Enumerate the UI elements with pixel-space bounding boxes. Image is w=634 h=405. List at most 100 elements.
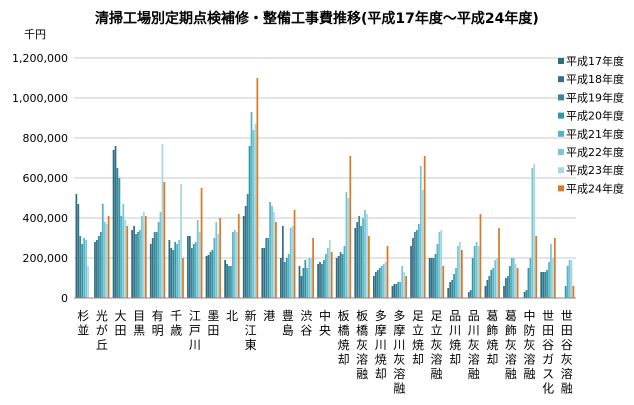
bar — [280, 258, 282, 298]
x-tick-label-char: 溶 — [356, 352, 368, 367]
bar — [267, 238, 270, 298]
bar — [516, 268, 519, 298]
bar — [300, 276, 303, 298]
x-tick-label-char: が — [96, 323, 108, 338]
x-tick-label-char: 融 — [561, 382, 573, 396]
bar — [503, 286, 505, 298]
bar — [126, 226, 129, 298]
bar — [81, 244, 84, 298]
bar — [244, 206, 247, 298]
bars — [75, 78, 575, 298]
x-tick-label-char: 並 — [77, 324, 89, 338]
bar — [376, 270, 379, 298]
bar — [101, 204, 104, 298]
bar — [378, 268, 381, 298]
bar — [133, 226, 135, 298]
bar — [192, 244, 195, 298]
bar — [510, 258, 513, 298]
x-tick-label-char: 融 — [393, 382, 405, 396]
x-tick-label-char: 中 — [524, 308, 536, 323]
x-tick-label-char: 融 — [356, 367, 368, 381]
bar — [120, 216, 123, 298]
x-tick-label-char: 戸 — [189, 324, 201, 338]
legend-label: 平成17年度 — [566, 54, 624, 68]
x-tick-label-char: 川 — [468, 324, 480, 338]
bar — [397, 282, 400, 298]
bar — [550, 244, 552, 298]
bar — [256, 78, 259, 298]
bar — [96, 240, 98, 298]
bar — [386, 246, 389, 298]
bar — [508, 266, 511, 298]
bar — [525, 290, 528, 298]
x-tick-label-char: 溶 — [505, 352, 517, 367]
bar — [432, 258, 435, 298]
bar — [566, 266, 569, 298]
x-tick-label-char: 江 — [245, 324, 257, 338]
legend-label: 平成23年度 — [566, 163, 624, 177]
x-tick-label-char: 溶 — [431, 352, 443, 367]
bar — [401, 266, 404, 298]
x-tick-label-char: 足 — [431, 309, 443, 323]
x-tick-label-char: 灰 — [393, 353, 405, 367]
chart-title: 清掃工場別定期点検補修・整備工事費推移(平成17年度～平成24年度) — [95, 10, 539, 27]
bar — [564, 286, 567, 298]
bar — [553, 238, 556, 298]
bar — [395, 284, 398, 298]
bar — [304, 260, 307, 298]
legend-label: 平成21年度 — [566, 127, 624, 141]
bar — [235, 232, 238, 298]
bar — [364, 210, 366, 298]
bar — [535, 236, 538, 298]
bar — [291, 226, 294, 298]
x-tick-label-char: 溶 — [393, 366, 405, 381]
bar — [460, 250, 463, 298]
bar — [308, 258, 311, 298]
x-tick-label-char: 灰 — [431, 338, 443, 352]
bar — [354, 228, 357, 298]
bar — [230, 266, 232, 298]
bar — [217, 234, 220, 298]
bar — [163, 182, 166, 298]
bar — [124, 220, 127, 298]
bar — [285, 258, 288, 298]
bar — [141, 216, 143, 298]
legend-label: 平成18年度 — [566, 72, 624, 86]
bar — [200, 188, 203, 298]
bar — [246, 194, 249, 298]
bar — [356, 222, 359, 298]
bar — [161, 144, 164, 298]
bar — [414, 232, 416, 298]
bar — [224, 260, 226, 298]
legend-swatch — [558, 149, 564, 155]
bar — [178, 240, 180, 298]
bar — [459, 242, 461, 298]
legend-swatch — [558, 185, 564, 192]
bar — [362, 218, 364, 298]
bar — [546, 270, 548, 298]
bar — [213, 238, 216, 298]
bar — [349, 156, 352, 298]
x-tick-label-char: 墨 — [207, 309, 219, 323]
x-tick-label-char: 歳 — [170, 324, 182, 338]
bar — [548, 262, 550, 298]
bar — [97, 236, 100, 298]
bar — [572, 286, 575, 298]
bar — [99, 232, 102, 298]
bar — [135, 234, 137, 298]
x-tick-label-char: 東 — [245, 338, 257, 352]
y-tick-label: 400,000 — [23, 212, 69, 225]
x-tick-label-char: 焼 — [338, 338, 350, 352]
bar — [198, 232, 201, 298]
bar — [170, 248, 173, 298]
x-tick-label-char: 黒 — [133, 324, 145, 338]
bar — [527, 268, 530, 298]
bar — [189, 236, 191, 298]
y-axis-ticks: 0 200,000 400,000 600,000 800,000 1,000,000 1,… — [12, 52, 68, 305]
x-tick-label-char: 田 — [561, 324, 573, 338]
x-tick-label-char: 融 — [431, 367, 443, 381]
legend-swatch — [558, 112, 564, 119]
bar — [319, 262, 321, 298]
bar — [298, 266, 301, 298]
bar — [273, 212, 275, 298]
